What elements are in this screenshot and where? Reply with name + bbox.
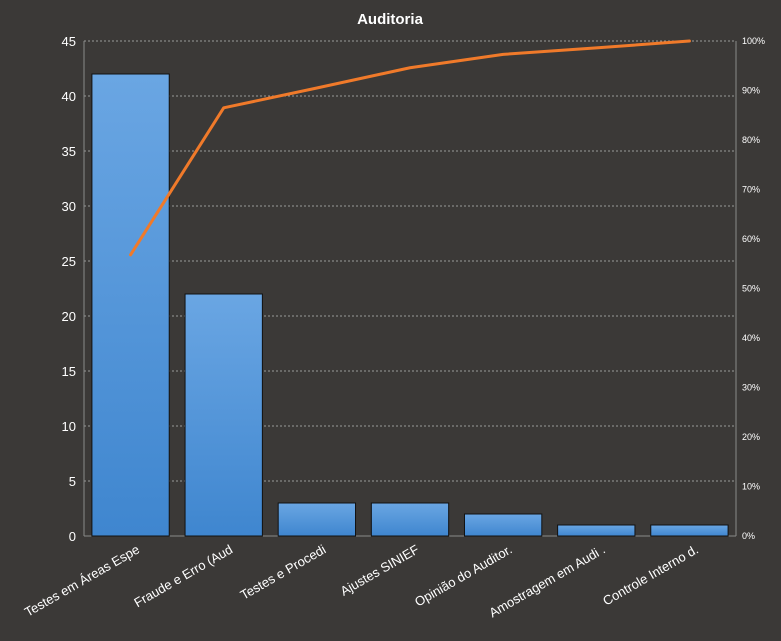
right-tick-label: 0%	[742, 531, 755, 541]
bar	[277, 502, 357, 537]
left-tick-label: 40	[62, 89, 76, 104]
right-tick-label: 50%	[742, 284, 760, 294]
left-tick-label: 5	[69, 474, 76, 489]
left-tick-label: 20	[62, 309, 76, 324]
right-tick-label: 10%	[742, 482, 760, 492]
axes	[83, 41, 737, 537]
right-tick-label: 20%	[742, 432, 760, 442]
bar	[557, 524, 636, 537]
bar	[370, 502, 450, 537]
right-tick-label: 30%	[742, 383, 760, 393]
left-tick-label: 0	[69, 529, 76, 544]
category-label: Ajustes SINIEF	[338, 542, 422, 599]
chart-title: Auditoria	[357, 11, 423, 28]
category-label: Testes e Procedi	[238, 542, 329, 603]
bar	[463, 513, 543, 537]
left-tick-label: 10	[62, 419, 76, 434]
bar	[650, 524, 729, 537]
left-tick-label: 15	[62, 364, 76, 379]
bar	[184, 293, 263, 537]
right-tick-label: 60%	[742, 234, 760, 244]
right-tick-label: 80%	[742, 135, 760, 145]
category-label: Controle Interno d.	[600, 542, 701, 609]
left-tick-label: 45	[62, 34, 76, 49]
cumulative-line	[129, 39, 691, 257]
bar	[91, 73, 170, 537]
left-tick-label: 35	[62, 144, 76, 159]
category-label: Testes em Áreas Espe	[22, 542, 142, 620]
right-tick-label: 70%	[742, 185, 760, 195]
right-tick-label: 100%	[742, 36, 765, 46]
left-axis-ticks: 0 5 10 15 20 25 30 35 40 45	[62, 34, 76, 544]
category-label: Fraude e Erro (Aud	[131, 542, 235, 611]
cumulative-line-series	[129, 39, 691, 257]
bar-series	[91, 73, 729, 537]
right-axis-ticks: 0% 10% 20% 30% 40% 50% 60% 70% 80% 90% 100%	[742, 36, 765, 541]
right-tick-label: 40%	[742, 333, 760, 343]
right-tick-label: 90%	[742, 86, 760, 96]
left-tick-label: 30	[62, 199, 76, 214]
gridlines	[84, 40, 736, 482]
left-tick-label: 25	[62, 254, 76, 269]
